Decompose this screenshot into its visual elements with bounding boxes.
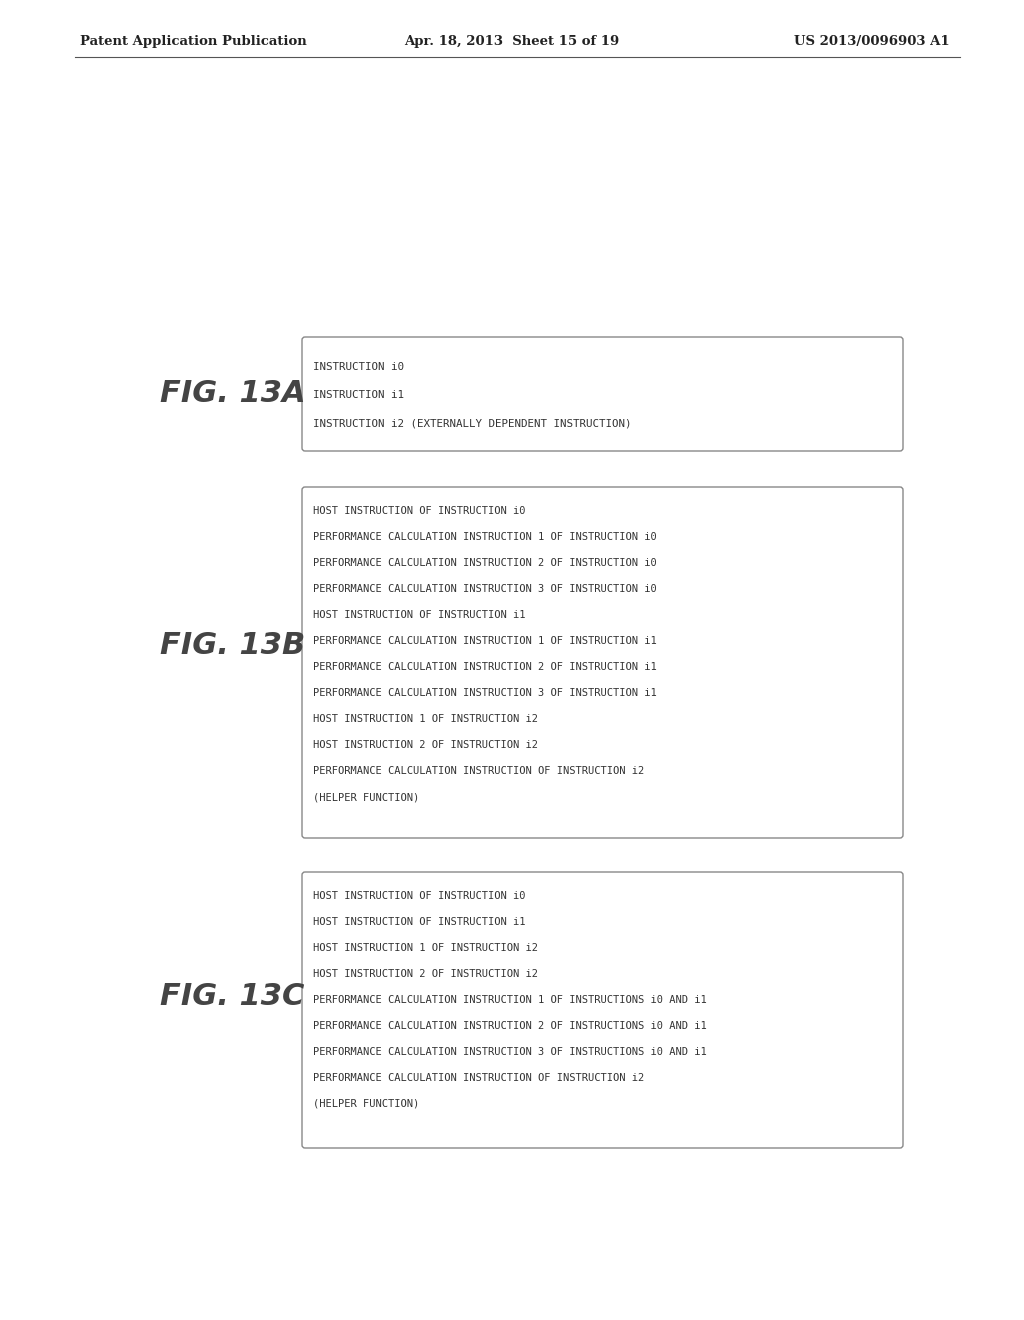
- Text: FIG. 13A: FIG. 13A: [160, 380, 305, 408]
- Text: HOST INSTRUCTION OF INSTRUCTION i0: HOST INSTRUCTION OF INSTRUCTION i0: [313, 891, 525, 902]
- Text: HOST INSTRUCTION 1 OF INSTRUCTION i2: HOST INSTRUCTION 1 OF INSTRUCTION i2: [313, 942, 538, 953]
- Text: INSTRUCTION i2 (EXTERNALLY DEPENDENT INSTRUCTION): INSTRUCTION i2 (EXTERNALLY DEPENDENT INS…: [313, 418, 632, 428]
- Text: PERFORMANCE CALCULATION INSTRUCTION 2 OF INSTRUCTION i1: PERFORMANCE CALCULATION INSTRUCTION 2 OF…: [313, 663, 656, 672]
- Text: US 2013/0096903 A1: US 2013/0096903 A1: [795, 36, 950, 49]
- Text: HOST INSTRUCTION OF INSTRUCTION i1: HOST INSTRUCTION OF INSTRUCTION i1: [313, 917, 525, 927]
- Text: PERFORMANCE CALCULATION INSTRUCTION 3 OF INSTRUCTIONS i0 AND i1: PERFORMANCE CALCULATION INSTRUCTION 3 OF…: [313, 1047, 707, 1057]
- Text: PERFORMANCE CALCULATION INSTRUCTION 3 OF INSTRUCTION i1: PERFORMANCE CALCULATION INSTRUCTION 3 OF…: [313, 688, 656, 698]
- Text: Apr. 18, 2013  Sheet 15 of 19: Apr. 18, 2013 Sheet 15 of 19: [404, 36, 620, 49]
- Text: INSTRUCTION i0: INSTRUCTION i0: [313, 362, 404, 372]
- Text: PERFORMANCE CALCULATION INSTRUCTION 3 OF INSTRUCTION i0: PERFORMANCE CALCULATION INSTRUCTION 3 OF…: [313, 583, 656, 594]
- Text: Patent Application Publication: Patent Application Publication: [80, 36, 307, 49]
- Text: PERFORMANCE CALCULATION INSTRUCTION 2 OF INSTRUCTIONS i0 AND i1: PERFORMANCE CALCULATION INSTRUCTION 2 OF…: [313, 1020, 707, 1031]
- Text: HOST INSTRUCTION OF INSTRUCTION i0: HOST INSTRUCTION OF INSTRUCTION i0: [313, 506, 525, 516]
- Text: PERFORMANCE CALCULATION INSTRUCTION 2 OF INSTRUCTION i0: PERFORMANCE CALCULATION INSTRUCTION 2 OF…: [313, 558, 656, 568]
- Text: PERFORMANCE CALCULATION INSTRUCTION OF INSTRUCTION i2: PERFORMANCE CALCULATION INSTRUCTION OF I…: [313, 766, 644, 776]
- Text: PERFORMANCE CALCULATION INSTRUCTION 1 OF INSTRUCTION i0: PERFORMANCE CALCULATION INSTRUCTION 1 OF…: [313, 532, 656, 543]
- Text: FIG. 13B: FIG. 13B: [160, 631, 305, 660]
- Text: PERFORMANCE CALCULATION INSTRUCTION 1 OF INSTRUCTION i1: PERFORMANCE CALCULATION INSTRUCTION 1 OF…: [313, 636, 656, 645]
- Text: (HELPER FUNCTION): (HELPER FUNCTION): [313, 792, 419, 803]
- Text: FIG. 13C: FIG. 13C: [160, 982, 304, 1011]
- FancyBboxPatch shape: [302, 337, 903, 451]
- Text: PERFORMANCE CALCULATION INSTRUCTION 1 OF INSTRUCTIONS i0 AND i1: PERFORMANCE CALCULATION INSTRUCTION 1 OF…: [313, 995, 707, 1005]
- Text: PERFORMANCE CALCULATION INSTRUCTION OF INSTRUCTION i2: PERFORMANCE CALCULATION INSTRUCTION OF I…: [313, 1073, 644, 1082]
- Text: INSTRUCTION i1: INSTRUCTION i1: [313, 389, 404, 400]
- FancyBboxPatch shape: [302, 487, 903, 838]
- FancyBboxPatch shape: [302, 873, 903, 1148]
- Text: (HELPER FUNCTION): (HELPER FUNCTION): [313, 1100, 419, 1109]
- Text: HOST INSTRUCTION 1 OF INSTRUCTION i2: HOST INSTRUCTION 1 OF INSTRUCTION i2: [313, 714, 538, 723]
- Text: HOST INSTRUCTION OF INSTRUCTION i1: HOST INSTRUCTION OF INSTRUCTION i1: [313, 610, 525, 620]
- Text: HOST INSTRUCTION 2 OF INSTRUCTION i2: HOST INSTRUCTION 2 OF INSTRUCTION i2: [313, 969, 538, 979]
- Text: HOST INSTRUCTION 2 OF INSTRUCTION i2: HOST INSTRUCTION 2 OF INSTRUCTION i2: [313, 741, 538, 750]
